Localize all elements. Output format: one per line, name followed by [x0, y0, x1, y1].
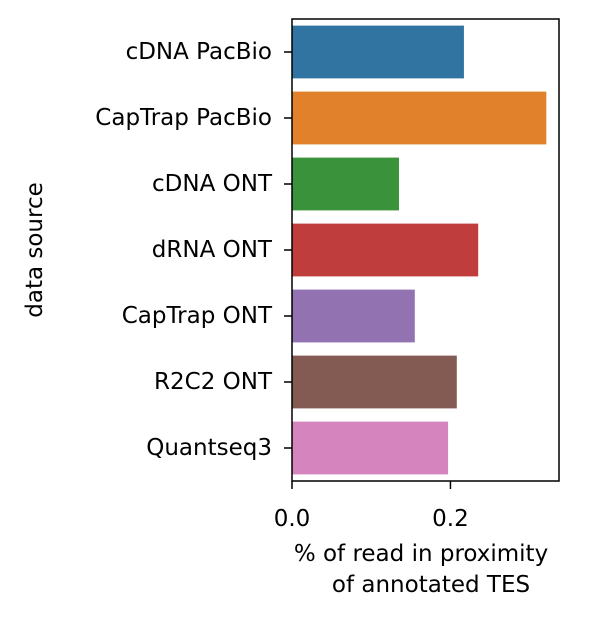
bar-cdna-pacbio [292, 25, 464, 79]
y-tick-label: cDNA PacBio [126, 39, 272, 65]
bar-cdna-ont [292, 157, 399, 211]
bar-captrap-pacbio [292, 91, 547, 145]
y-tick-label: Quantseq3 [146, 435, 272, 461]
x-tick-label: 0.2 [432, 506, 469, 532]
y-axis-title: data source [22, 182, 48, 318]
bars-layer [292, 25, 547, 475]
y-tick-label: CapTrap PacBio [95, 105, 272, 131]
x-axis-title-line-1: % of read in proximity [294, 541, 548, 567]
x-axis-title-line-2: of annotated TES [332, 572, 530, 598]
y-tick-label: cDNA ONT [152, 171, 273, 197]
x-axis: 0.0 0.2 [274, 481, 469, 532]
y-axis: cDNA PacBio CapTrap PacBio cDNA ONT dRNA ON… [95, 39, 292, 461]
bar-quantseq3 [292, 421, 449, 475]
bar-drna-ont [292, 223, 479, 277]
x-tick-label: 0.0 [274, 506, 311, 532]
bar-r2c2-ont [292, 355, 457, 409]
y-tick-label: dRNA ONT [152, 237, 273, 263]
y-tick-label: R2C2 ONT [154, 369, 273, 395]
y-tick-label: CapTrap ONT [122, 303, 273, 329]
bar-captrap-ont [292, 289, 415, 343]
